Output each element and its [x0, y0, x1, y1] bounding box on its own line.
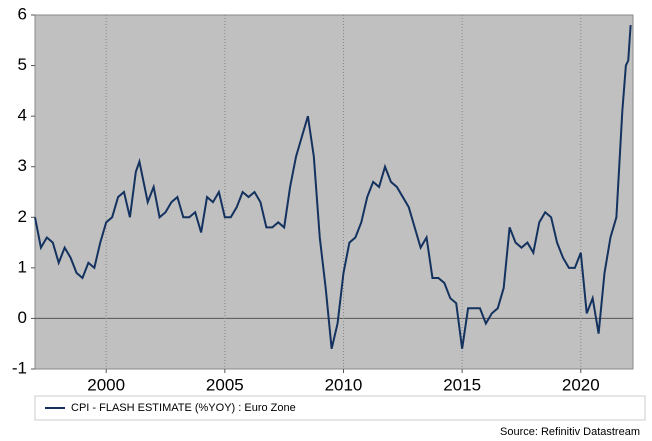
y-tick-label: 4 — [18, 106, 27, 125]
x-tick-label: 2020 — [562, 375, 600, 394]
plot-area — [34, 14, 634, 370]
x-tick-label: 2010 — [325, 375, 363, 394]
y-tick-label: 3 — [18, 156, 27, 175]
y-tick-label: 0 — [18, 308, 27, 327]
legend-box — [34, 395, 646, 421]
x-tick-label: 2000 — [87, 375, 125, 394]
x-tick-label: 2005 — [206, 375, 244, 394]
x-tick-label: 2015 — [443, 375, 481, 394]
y-tick-label: 6 — [18, 4, 27, 23]
y-tick-label: 1 — [18, 257, 27, 276]
y-tick-label: 2 — [18, 207, 27, 226]
legend-label: CPI - FLASH ESTIMATE (%YOY) : Euro Zone — [71, 402, 296, 414]
y-tick-label: -1 — [12, 358, 27, 377]
y-tick-label: 5 — [18, 55, 27, 74]
series-line — [34, 25, 632, 349]
source: Source: Refinitiv Datastream — [500, 426, 640, 438]
